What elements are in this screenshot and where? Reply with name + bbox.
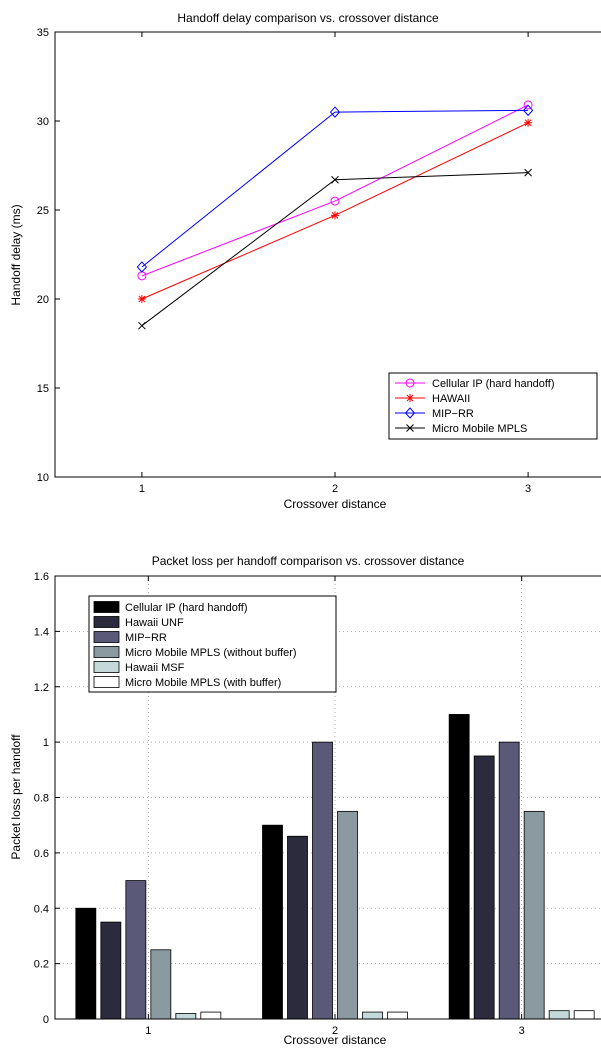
y-tick-label: 30	[37, 116, 49, 128]
bar	[473, 755, 495, 1020]
series-3	[136, 104, 534, 273]
data-point	[330, 196, 340, 206]
bar	[498, 741, 520, 1020]
legend-label: Hawaii UNF	[125, 617, 184, 629]
y-tick-label: 1.6	[34, 571, 49, 583]
bar	[573, 1010, 595, 1020]
legend-entry: HAWAII	[395, 393, 470, 405]
legend-marker	[405, 378, 415, 388]
legend-box	[88, 595, 337, 693]
y-tick-label: 15	[37, 383, 49, 395]
bar	[175, 1013, 197, 1020]
legend-label: MIP−RR	[125, 632, 167, 644]
legend-label: Micro Mobile MPLS (without buffer)	[125, 647, 297, 659]
y-tick-label: 0.6	[34, 848, 49, 860]
legend-entry: Micro Mobile MPLS	[395, 423, 527, 435]
bar	[387, 1011, 408, 1020]
series-1	[137, 100, 533, 281]
bar-chart-y-axis-label: Packet loss per handoff	[9, 734, 23, 860]
legend-marker	[406, 394, 414, 402]
bar	[125, 880, 147, 1020]
y-tick-label: 10	[37, 472, 49, 484]
y-tick-label: 25	[37, 205, 49, 217]
bar	[75, 907, 97, 1020]
legend-entry: Cellular IP (hard handoff)	[93, 601, 248, 614]
series-4	[138, 168, 532, 330]
series-line	[141, 109, 529, 268]
data-point	[138, 321, 146, 330]
legend-label: Cellular IP (hard handoff)	[432, 378, 555, 390]
data-point	[137, 295, 146, 303]
data-point	[523, 100, 533, 110]
legend-label: Cellular IP (hard handoff)	[125, 602, 248, 614]
legend-swatch	[93, 661, 120, 673]
bar	[200, 1011, 222, 1020]
line-chart-y-axis-label: Handoff delay (ms)	[9, 204, 23, 305]
data-point	[136, 261, 148, 273]
line-chart: Handoff delay comparison vs. crossover d…	[9, 11, 601, 511]
y-tick-label: 1.4	[34, 626, 49, 638]
bar	[150, 949, 172, 1020]
bar	[262, 824, 283, 1020]
legend-swatch	[93, 676, 120, 688]
y-tick-label: 0.8	[34, 793, 49, 805]
legend-entry: Hawaii UNF	[93, 616, 184, 629]
line-chart-legend: Cellular IP (hard handoff) HAWAII MIP−RR Mi…	[388, 372, 598, 440]
x-tick-label: 2	[332, 1025, 338, 1037]
data-point	[524, 168, 532, 177]
x-tick-label: 3	[525, 483, 531, 495]
legend-swatch	[93, 631, 120, 643]
data-point	[522, 104, 534, 117]
line-chart-x-axis-label: Crossover distance	[284, 497, 387, 511]
y-tick-label: 0.2	[34, 959, 49, 971]
legend-entry: Micro Mobile MPLS (without buffer)	[93, 646, 297, 659]
legend-label: MIP−RR	[432, 408, 474, 420]
bar	[100, 921, 122, 1020]
data-point	[329, 106, 341, 118]
legend-swatch	[93, 646, 120, 658]
legend-entry: Cellular IP (hard handoff)	[395, 378, 555, 390]
bar	[312, 741, 333, 1020]
legend-label: Micro Mobile MPLS	[432, 423, 527, 435]
x-tick-label: 2	[332, 483, 338, 495]
x-tick-label: 3	[519, 1025, 525, 1037]
bar	[448, 714, 470, 1020]
bar-chart-title: Packet loss per handoff comparison vs. c…	[152, 554, 465, 568]
bar-chart-x-axis-label: Crossover distance	[284, 1033, 387, 1047]
bar-chart-legend: Cellular IP (hard handoff) Hawaii UNF MIP−…	[88, 595, 337, 693]
legend-label: HAWAII	[432, 393, 470, 405]
legend-label: Hawaii MSF	[125, 662, 185, 674]
data-point	[524, 118, 533, 127]
legend-swatch	[93, 601, 120, 613]
x-tick-label: 1	[139, 483, 145, 495]
series-2	[137, 118, 533, 303]
legend-entry: Hawaii MSF	[93, 661, 185, 674]
legend-entry: MIP−RR	[93, 631, 167, 644]
legend-marker	[404, 407, 416, 419]
y-tick-label: 20	[37, 294, 49, 306]
data-point	[331, 211, 339, 220]
legend-marker	[406, 424, 414, 432]
bar	[287, 835, 308, 1020]
y-tick-label: 35	[37, 27, 49, 39]
bar	[362, 1011, 383, 1020]
y-tick-label: 0.4	[34, 903, 49, 915]
y-tick-label: 1.2	[34, 682, 49, 694]
legend-entry: Micro Mobile MPLS (with buffer)	[93, 676, 281, 689]
data-point	[331, 175, 339, 184]
x-tick-label: 1	[145, 1025, 151, 1037]
bar-chart: Packet loss per handoff comparison vs. c…	[9, 554, 601, 1047]
bar	[337, 810, 358, 1020]
legend-entry: MIP−RR	[395, 407, 474, 420]
legend-swatch	[93, 616, 120, 628]
y-tick-label: 0	[43, 1014, 49, 1026]
y-tick-label: 1	[43, 737, 49, 749]
series-line	[141, 104, 529, 277]
line-chart-title: Handoff delay comparison vs. crossover d…	[177, 11, 439, 25]
bar	[548, 1010, 570, 1020]
bar	[523, 810, 545, 1020]
legend-label: Micro Mobile MPLS (with buffer)	[125, 677, 281, 689]
